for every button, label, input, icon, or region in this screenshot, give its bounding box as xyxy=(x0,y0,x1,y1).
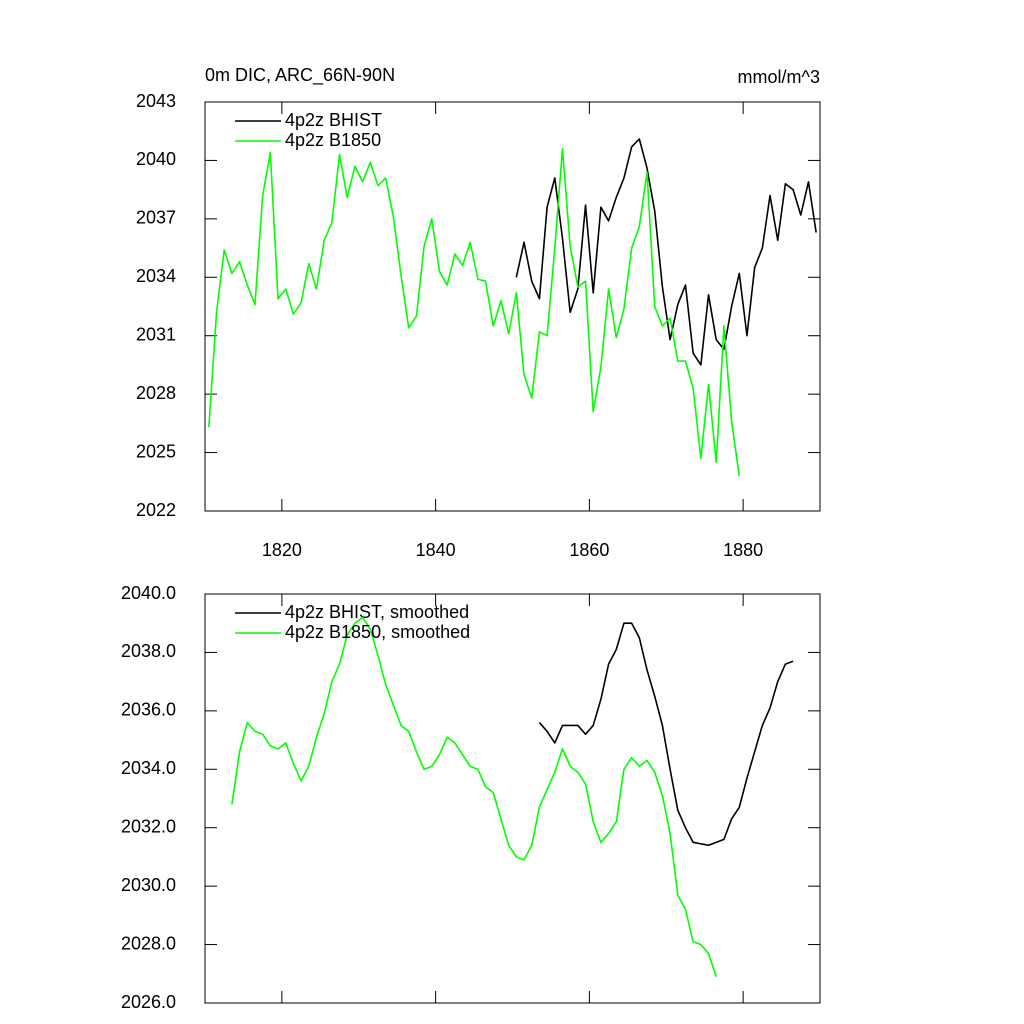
legend-label: 4p2z B1850 xyxy=(285,130,381,150)
y-tick-label: 2030.0 xyxy=(121,875,176,895)
y-tick-label: 2043 xyxy=(136,91,176,111)
series-line xyxy=(208,147,741,477)
y-tick-label: 2040 xyxy=(136,149,176,169)
units-label: mmol/m^3 xyxy=(738,67,820,87)
y-tick-label: 2028.0 xyxy=(121,933,176,953)
y-tick-label: 2038.0 xyxy=(121,641,176,661)
plot-frame xyxy=(204,101,821,512)
x-tick-label: 1860 xyxy=(569,540,609,560)
y-tick-label: 2032.0 xyxy=(121,816,176,836)
legend-label: 4p2z B1850, smoothed xyxy=(285,622,470,642)
x-tick-label: 1820 xyxy=(262,540,302,560)
y-tick-label: 2026.0 xyxy=(121,992,176,1012)
y-tick-label: 2040.0 xyxy=(121,583,176,603)
y-tick-label: 2034.0 xyxy=(121,758,176,778)
x-tick-label: 1880 xyxy=(723,540,763,560)
y-tick-label: 2022 xyxy=(136,500,176,520)
y-tick-label: 2028 xyxy=(136,383,176,403)
series-line xyxy=(515,138,817,366)
y-tick-label: 2034 xyxy=(136,266,176,286)
y-tick-label: 2031 xyxy=(136,324,176,344)
y-tick-label: 2037 xyxy=(136,208,176,228)
chart-title: 0m DIC, ARC_66N-90N xyxy=(205,65,395,86)
x-tick-label: 1840 xyxy=(416,540,456,560)
y-tick-label: 2036.0 xyxy=(121,700,176,720)
series-line xyxy=(538,622,794,847)
plot-frame xyxy=(204,593,821,1004)
y-tick-label: 2025 xyxy=(136,441,176,461)
series-line xyxy=(231,616,717,977)
legend-label: 4p2z BHIST, smoothed xyxy=(285,602,469,622)
legend-label: 4p2z BHIST xyxy=(285,110,382,130)
